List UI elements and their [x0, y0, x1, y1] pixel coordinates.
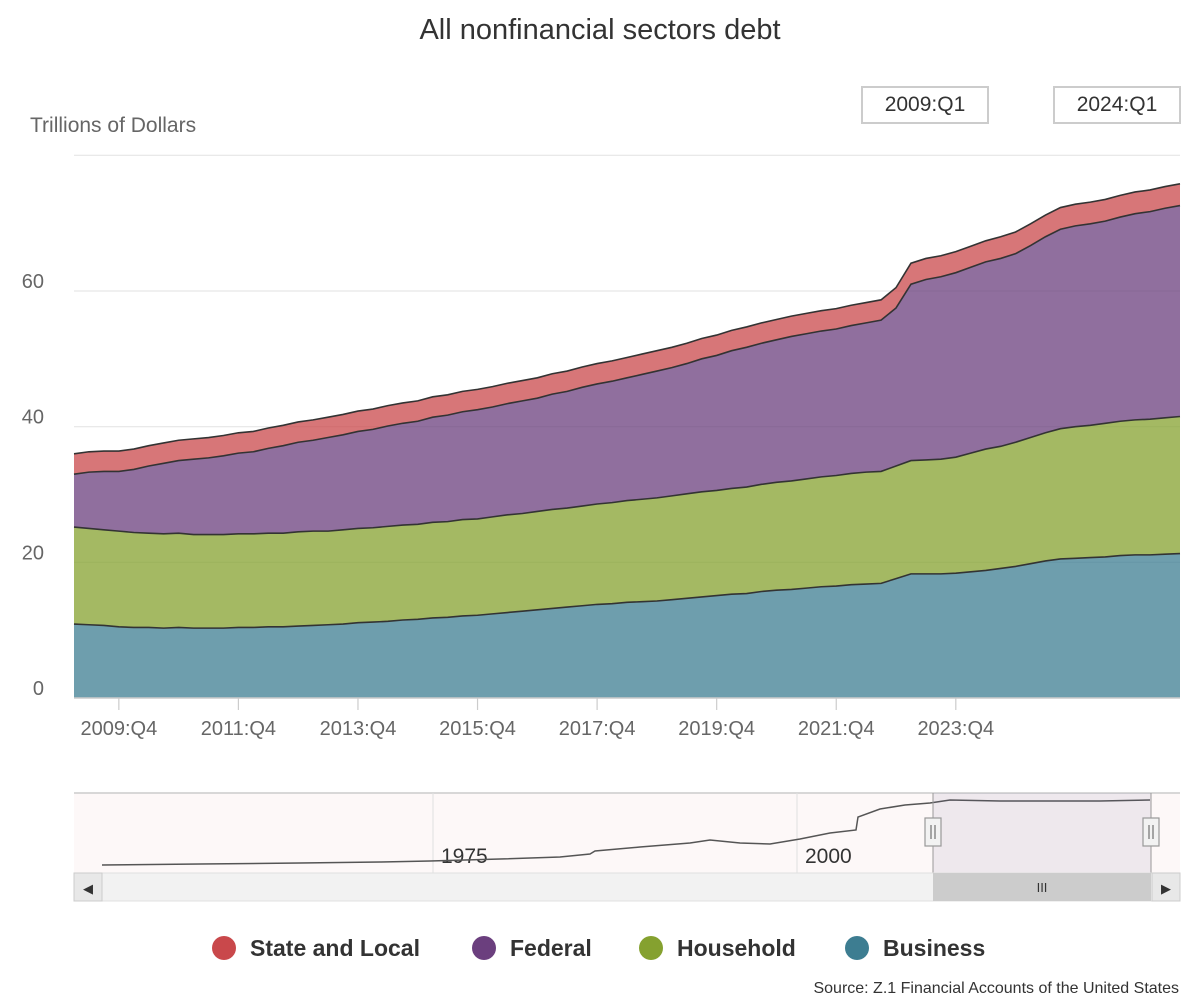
scrollbar-right-button[interactable] [1151, 872, 1181, 902]
y-tick-label: 0 [33, 678, 44, 700]
navigator-left-handle[interactable] [924, 817, 942, 847]
x-tick-label: 2013:Q4 [320, 718, 397, 740]
legend-label: State and Local [250, 934, 420, 961]
area-state-and-local[interactable] [74, 183, 1180, 475]
legend-label: Business [883, 934, 986, 961]
legend-label: Federal [510, 934, 592, 961]
navigator-series-line [101, 799, 1151, 866]
legend-item-household[interactable]: Household [639, 930, 796, 966]
line-federal [73, 204, 1181, 475]
chart-title: All nonfinancial sectors debt [419, 14, 781, 46]
legend-item-federal[interactable]: Federal [472, 930, 592, 966]
area-federal[interactable] [74, 205, 1180, 535]
line-state-and-local [73, 183, 1181, 455]
navigator-label-2000: 2000 [805, 845, 852, 868]
y-tick-label: 20 [22, 542, 44, 564]
range-to-input[interactable]: 2024:Q1 [1053, 86, 1181, 124]
area-chart: 0 20 40 60 2009:Q4 2011:Q4 2013:Q4 2015:Q4 2017… [22, 154, 1181, 902]
legend-item-business[interactable]: Business [845, 930, 985, 966]
scrollbar-grip-icon: III [1037, 880, 1048, 895]
scrollbar-thumb[interactable] [933, 873, 1151, 901]
area-household[interactable] [74, 416, 1180, 629]
legend: State and Local Federal Household Busine… [0, 930, 1200, 966]
y-axis-label: Trillions of Dollars [30, 114, 197, 137]
navigator-background [74, 793, 1180, 873]
legend-dot-icon [845, 936, 869, 960]
line-business [73, 552, 1181, 629]
scrollbar-right-arrow-icon: ▶ [1161, 881, 1171, 896]
y-tick-label: 60 [22, 271, 44, 293]
legend-dot-icon [639, 936, 663, 960]
source-note: Source: Z.1 Financial Accounts of the Un… [813, 980, 1179, 997]
series-lines [73, 183, 1181, 629]
legend-dot-icon [472, 936, 496, 960]
navigator-right-handle[interactable] [1142, 817, 1160, 847]
area-business[interactable] [74, 553, 1180, 698]
x-axis: 2009:Q4 2011:Q4 2013:Q4 2015:Q4 2017:Q4 2019:… [74, 697, 1180, 740]
x-tick-label: 2019:Q4 [678, 718, 755, 740]
y-axis-ticks: 0 20 40 60 [22, 271, 44, 700]
scrollbar-left-button[interactable] [73, 872, 103, 902]
series-areas [74, 183, 1180, 698]
legend-dot-icon [212, 936, 236, 960]
range-from-input[interactable]: 2009:Q1 [861, 86, 989, 124]
navigator-label-1975: 1975 [441, 845, 488, 868]
y-tick-label: 40 [22, 407, 44, 429]
x-tick-label: 2023:Q4 [917, 718, 994, 740]
x-tick-label: 2017:Q4 [559, 718, 636, 740]
x-tick-label: 2009:Q4 [80, 718, 157, 740]
legend-label: Household [677, 934, 796, 961]
scrollbar-left-arrow-icon: ◀ [83, 881, 93, 896]
navigator-selection[interactable] [933, 793, 1151, 873]
navigator: 1975 2000 [74, 792, 1180, 873]
legend-item-state-and-local[interactable]: State and Local [212, 930, 420, 966]
scrollbar: ◀ ▶ III [73, 872, 1181, 902]
x-tick-label: 2021:Q4 [798, 718, 875, 740]
x-tick-label: 2015:Q4 [439, 718, 516, 740]
x-tick-label: 2011:Q4 [201, 718, 276, 740]
line-household [73, 415, 1181, 536]
